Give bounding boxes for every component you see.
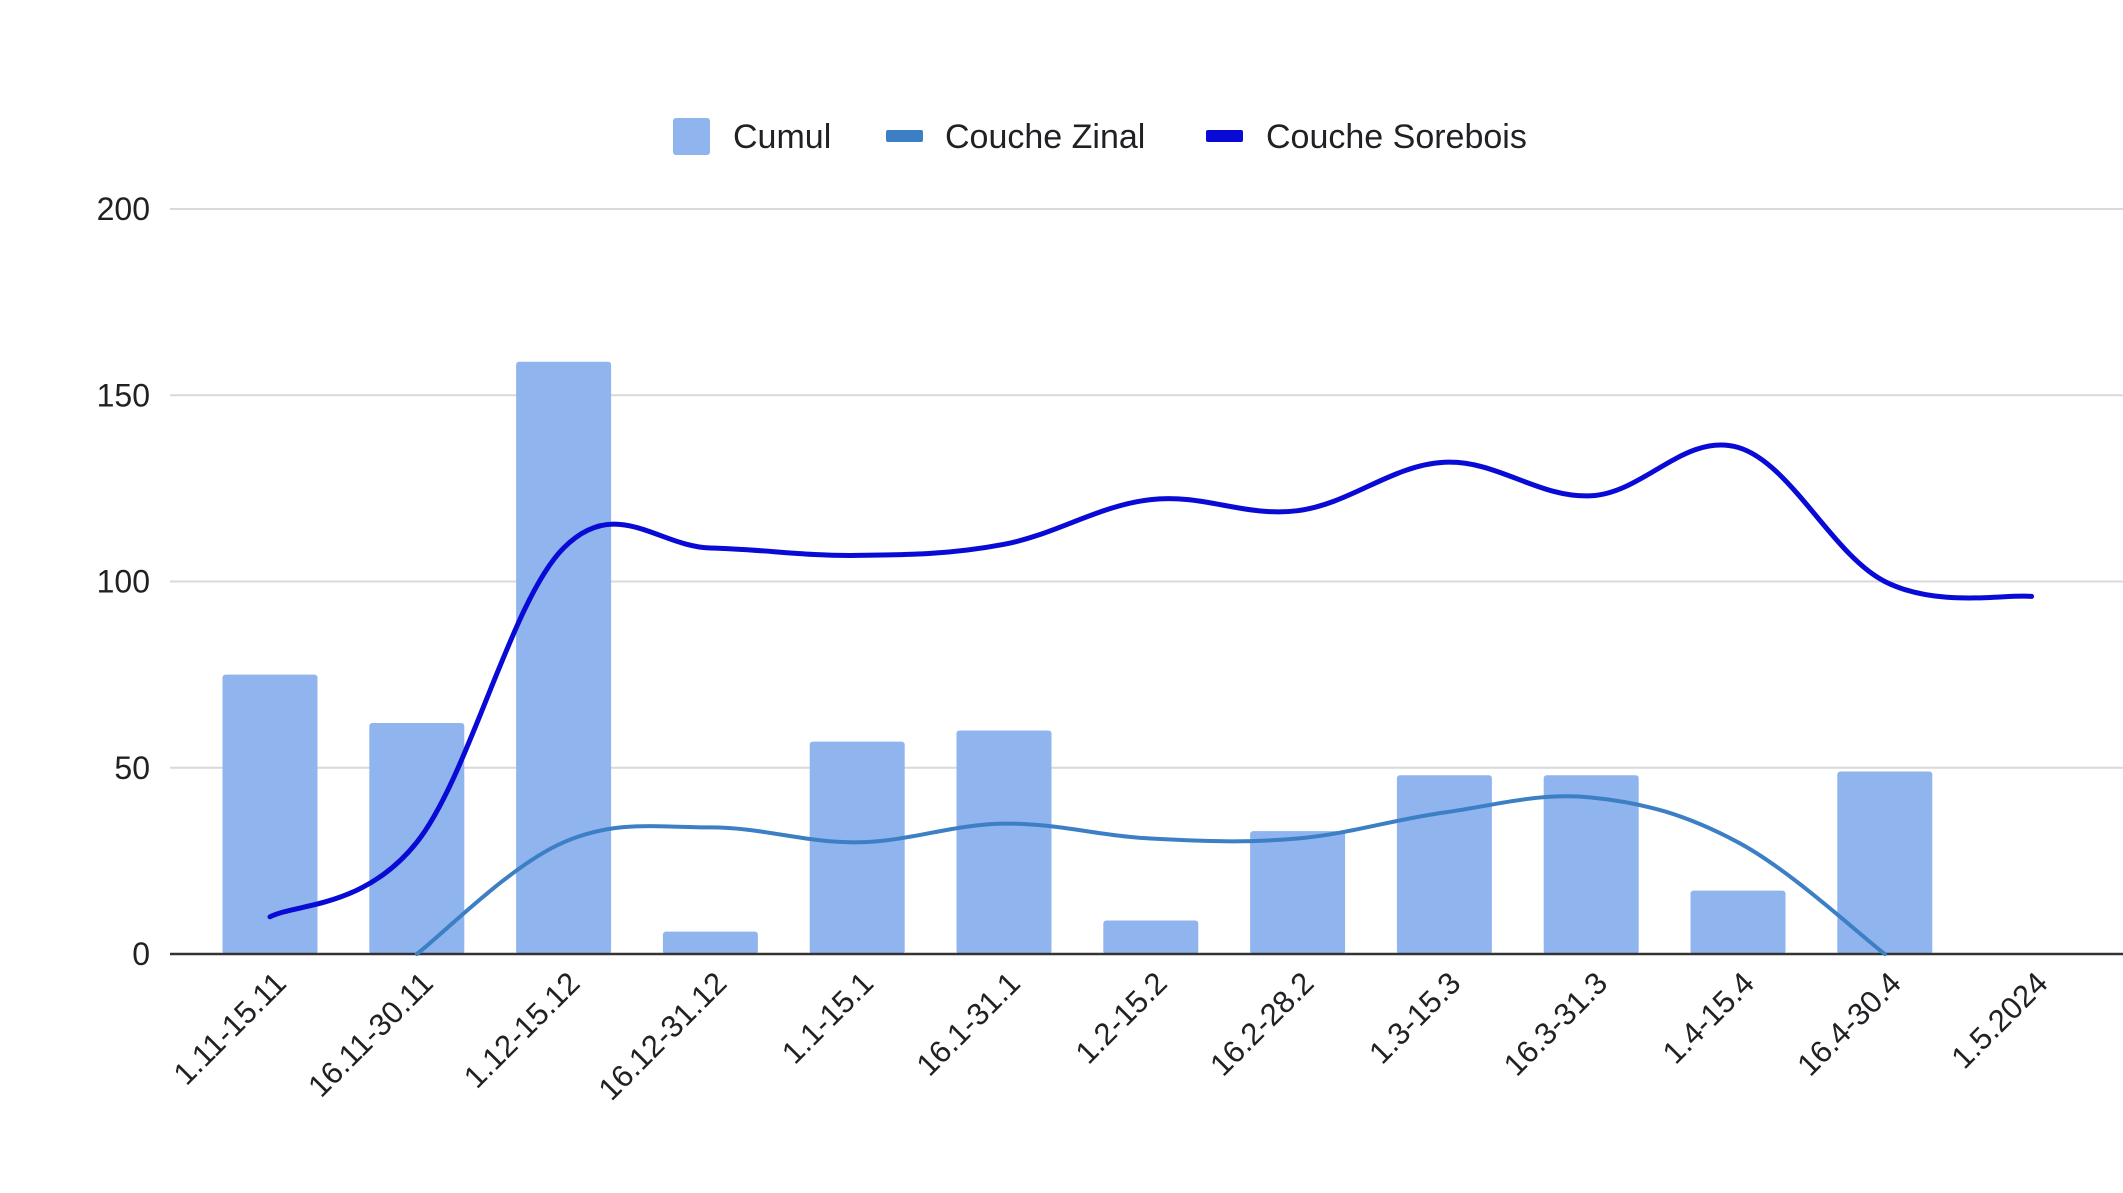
cumul-bars: [222, 361, 1933, 955]
x-tick-label: 1.2-15.2: [1069, 965, 1174, 1070]
bar-cumul-1.3-15.3: [1396, 775, 1492, 954]
y-axis-ticks: 0 50 100 150 200: [97, 191, 150, 972]
y-tick-label: 150: [97, 377, 150, 413]
bar-cumul-1.2-15.2: [1103, 920, 1199, 954]
x-axis-ticks: 1.11-15.11 16.11-30.11 1.12-15.12 16.12-31.…: [167, 965, 2055, 1107]
line-couche-sorebois: [267, 442, 2035, 920]
legend-item-cumul[interactable]: Cumul: [673, 118, 831, 156]
x-tick-label: 16.4-30.4: [1790, 965, 1907, 1082]
x-tick-label: 1.5.2024: [1944, 965, 2054, 1075]
x-tick-label: 1.1-15.1: [775, 965, 880, 1070]
bar-cumul-16.2-28.2: [1250, 831, 1346, 954]
gridlines: [170, 208, 2123, 769]
line-couche-zinal: [414, 794, 1887, 956]
legend-item-couche-sorebois[interactable]: Couche Sorebois: [1206, 118, 1527, 156]
x-tick-label: 16.12-31.12: [592, 965, 734, 1107]
bar-cumul-16.12-31.12: [662, 931, 758, 954]
bar-cumul-16.4-30.4: [1837, 771, 1933, 954]
legend-swatch: [886, 130, 923, 142]
legend-label: Couche Sorebois: [1266, 118, 1527, 156]
bar-cumul-1.11-15.11: [222, 674, 318, 954]
y-tick-label: 50: [114, 750, 150, 786]
y-tick-label: 0: [132, 936, 150, 972]
legend-item-couche-zinal[interactable]: Couche Zinal: [886, 118, 1145, 156]
x-tick-label: 16.11-30.11: [301, 965, 440, 1104]
legend-label: Couche Zinal: [945, 118, 1145, 156]
x-tick-label: 16.2-28.2: [1203, 965, 1320, 1082]
bar-cumul-16.3-31.3: [1543, 775, 1639, 954]
y-tick-label: 200: [97, 191, 150, 227]
bar-cumul-1.12-15.12: [516, 361, 612, 955]
bar-cumul-1.4-15.4: [1690, 890, 1786, 954]
legend-swatch: [1206, 130, 1243, 142]
legend-swatch: [673, 118, 710, 155]
x-tick-label: 1.11-15.11: [167, 965, 293, 1091]
x-tick-label: 1.12-15.12: [457, 965, 587, 1095]
x-tick-label: 1.3-15.3: [1362, 965, 1467, 1070]
line-series: [267, 442, 2035, 956]
y-tick-label: 100: [97, 564, 150, 600]
x-tick-label: 16.3-31.3: [1497, 965, 1614, 1082]
x-tick-label: 1.4-15.4: [1656, 965, 1761, 1070]
legend: Cumul Couche Zinal Couche Sorebois: [673, 118, 1527, 156]
legend-label: Cumul: [733, 118, 831, 156]
bar-cumul-16.1-31.1: [956, 730, 1052, 954]
x-tick-label: 16.1-31.1: [910, 965, 1027, 1082]
bar-cumul-1.1-15.1: [809, 741, 905, 954]
